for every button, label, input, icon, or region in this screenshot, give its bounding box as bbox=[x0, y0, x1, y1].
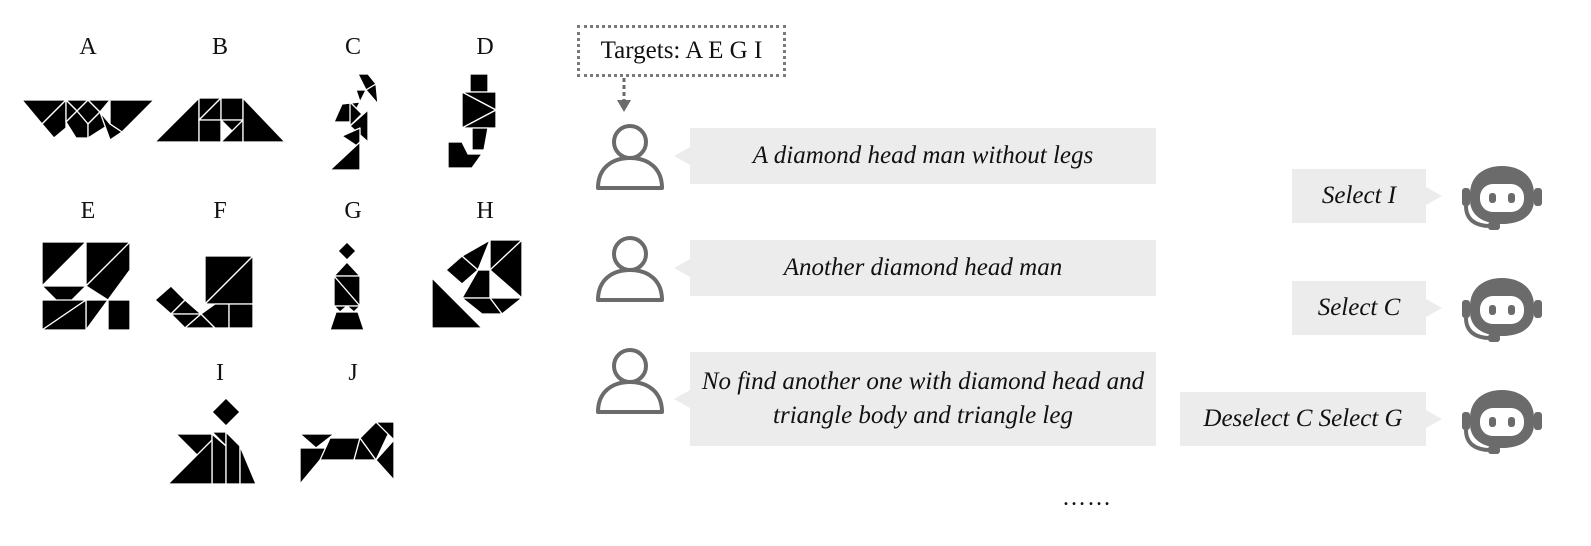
tangram-label-b: B bbox=[211, 34, 228, 60]
bot-message-1-text: Select I bbox=[1321, 182, 1397, 209]
tangram-figure-e[interactable] bbox=[42, 240, 132, 332]
robot-headset-icon bbox=[1462, 166, 1542, 230]
robot-headset-icon bbox=[1462, 390, 1542, 454]
tangram-label-j: J bbox=[348, 360, 358, 386]
tangram-label-f: F bbox=[213, 198, 227, 224]
user-icon bbox=[596, 236, 664, 302]
targets-arrow-icon bbox=[617, 78, 631, 112]
tangram-figure-a[interactable] bbox=[22, 96, 154, 142]
user-icon bbox=[596, 348, 664, 414]
tangram-label-a: A bbox=[79, 34, 97, 60]
tangram-label-g: G bbox=[344, 198, 362, 224]
user-message-2: Another diamond head man bbox=[674, 240, 1156, 296]
robot-headset-icon bbox=[1462, 278, 1542, 342]
continuation-ellipsis: …… bbox=[1062, 485, 1112, 511]
tangram-label-d: D bbox=[476, 34, 494, 60]
tangram-figure-c[interactable] bbox=[320, 70, 380, 170]
tangram-figure-f[interactable] bbox=[155, 254, 255, 330]
tangram-label-h: H bbox=[476, 198, 494, 224]
user-message-2-text: Another diamond head man bbox=[783, 254, 1063, 281]
tangram-label-e: E bbox=[80, 198, 96, 224]
user-message-1-text: A diamond head man without legs bbox=[752, 142, 1094, 169]
tangram-label-i: I bbox=[216, 360, 224, 386]
user-message-3-text: No find another one with diamond head an… bbox=[701, 368, 1145, 429]
tangram-figure-i[interactable] bbox=[168, 396, 258, 488]
tangram-label-c: C bbox=[344, 34, 361, 60]
tangram-figure-d[interactable] bbox=[448, 72, 506, 172]
tangram-figure-b[interactable] bbox=[155, 96, 285, 142]
user-message-3: No find another one with diamond head an… bbox=[674, 352, 1156, 446]
tangram-figure-g[interactable] bbox=[322, 240, 372, 332]
bot-message-1: Select I bbox=[1292, 169, 1442, 223]
targets-label: Targets: A E G I bbox=[600, 37, 763, 64]
tangram-figure-h[interactable] bbox=[432, 238, 524, 332]
bot-message-3-text: Deselect C Select G bbox=[1203, 405, 1403, 432]
tangram-figure-j[interactable] bbox=[300, 420, 396, 488]
user-icon bbox=[596, 124, 664, 190]
user-message-1: A diamond head man without legs bbox=[674, 128, 1156, 184]
targets-box: Targets: A E G I bbox=[577, 25, 786, 77]
bot-message-2-text: Select C bbox=[1317, 294, 1401, 321]
bot-message-3: Deselect C Select G bbox=[1180, 392, 1442, 446]
bot-message-2: Select C bbox=[1292, 281, 1442, 335]
